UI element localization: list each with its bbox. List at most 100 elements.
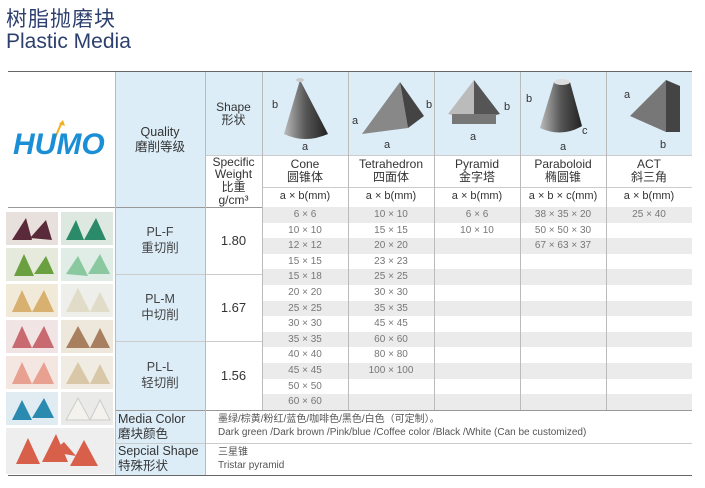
size-cell: 50 × 50 × 30: [534, 224, 592, 236]
shape-name-en: Cone: [290, 157, 320, 172]
table-row: 20 × 20 30 × 30: [262, 285, 692, 301]
divider: [434, 72, 435, 410]
svg-text:a: a: [384, 139, 391, 151]
humo-logo: HUMO: [8, 100, 108, 180]
sw-value: 1.67: [220, 299, 247, 315]
divider: [205, 155, 692, 156]
act-icon: ab: [624, 80, 680, 151]
quality-en: Quality: [140, 124, 180, 139]
table-row: 40 × 40 80 × 80: [262, 347, 692, 363]
svg-text:a: a: [302, 141, 309, 153]
size-cell: 60 × 60: [288, 396, 322, 408]
size-cell: 45 × 45: [374, 318, 408, 330]
bottom-rule: [8, 475, 692, 476]
shape-header: Shape 形状: [205, 72, 262, 155]
svg-text:b: b: [272, 99, 278, 111]
svg-text:b: b: [426, 99, 432, 111]
shape-name-cn: 四面体: [372, 170, 409, 184]
value-en: Tristar pyramid: [218, 459, 285, 471]
table-row: 10 × 10 15 × 15 10 × 10 50 × 50 × 30: [262, 223, 692, 239]
shape-name-cn: 圆锥体: [286, 170, 323, 184]
svg-text:a: a: [624, 89, 631, 101]
size-cell: 25 × 25: [288, 302, 322, 314]
shape-name-en: Tetrahedron: [358, 157, 424, 172]
divider: [205, 72, 206, 475]
media-photos: [6, 212, 114, 474]
quality-header: Quality 磨削等级: [115, 72, 205, 207]
size-cell: 67 × 63 × 37: [534, 240, 592, 252]
size-cell: 35 × 35: [288, 333, 322, 345]
size-cell: 6 × 6: [293, 209, 317, 220]
svg-text:a: a: [352, 115, 359, 127]
sw-en1: Specific: [212, 154, 255, 169]
shape-name-cn: 金字塔: [458, 170, 495, 184]
divider: [115, 410, 692, 411]
divider: [520, 72, 521, 410]
paraboloid-icon: b c a: [526, 79, 588, 153]
size-cell: 60 × 60: [374, 333, 408, 345]
table-row: 35 × 35 60 × 60: [262, 331, 692, 348]
grade-pl-m: PL-M 中切削: [115, 274, 205, 341]
table-row: 25 × 25 35 × 35: [262, 300, 692, 317]
shape-name-en: Paraboloid: [534, 157, 592, 172]
pyramid-icon: ba: [448, 80, 510, 143]
grade-code: PL-F: [146, 224, 174, 239]
size-cell: 25 × 25: [374, 271, 408, 283]
size-cell: 10 × 10: [288, 224, 322, 236]
shape-name-cn: 斜三角: [630, 170, 667, 184]
page-title-en: Plastic Media: [6, 30, 131, 53]
svg-text:a: a: [470, 131, 477, 143]
shape-name-en: ACT: [637, 157, 661, 172]
size-cell: 50 × 50: [288, 380, 322, 392]
page-title-cn: 树脂抛磨块: [6, 8, 116, 31]
svg-text:HUMO: HUMO: [13, 128, 105, 160]
grade-code: PL-L: [146, 359, 174, 374]
size-cell: 10 × 10: [460, 224, 494, 236]
size-cell: 12 × 12: [288, 240, 322, 252]
shape-name-act: ACT 斜三角: [606, 155, 692, 187]
grade-cn: 轻切削: [141, 375, 179, 390]
value-cn: 墨绿/棕黄/粉红/蓝色/咖啡色/黑色/白色（可定制）。: [218, 414, 440, 425]
quality-column-bg: [115, 72, 205, 410]
divider: [115, 443, 692, 444]
sw-value: 1.80: [220, 232, 247, 248]
special-shape-label: Sepcial Shape 特殊形状: [115, 443, 205, 475]
divider: [262, 187, 692, 188]
table-row: 12 × 12 20 × 20 67 × 63 × 37: [262, 238, 692, 254]
label-cn: 磨块颜色: [118, 426, 169, 441]
size-cell: 80 × 80: [374, 349, 408, 361]
table-row: 30 × 30 45 × 45: [262, 316, 692, 332]
sw-value: 1.56: [220, 367, 247, 383]
dimension-unit: a × b(mm): [623, 190, 675, 203]
size-cell: 10 × 10: [374, 209, 408, 220]
svg-text:a: a: [560, 141, 567, 153]
specific-weight-header: Specific Weight 比重 g/cm³: [205, 155, 262, 207]
shape-name-paraboloid: Paraboloid 椭圆锥: [520, 155, 606, 187]
tetrahedron-icon: a b a: [352, 82, 432, 151]
size-cell: 15 × 18: [288, 271, 322, 283]
grade-pl-l: PL-L 轻切削: [115, 341, 205, 410]
shape-name-en: Pyramid: [454, 157, 499, 172]
divider: [606, 72, 607, 410]
size-cell: 15 × 15: [288, 255, 322, 267]
size-cell: 25 × 40: [632, 209, 666, 220]
table-row: 6 × 6 10 × 10 6 × 6 38 × 35 × 20 25 × 40: [262, 207, 692, 223]
value-en: Dark green /Dark brown /Pink/blue /Coffe…: [218, 426, 587, 438]
dimension-unit: a × b(mm): [451, 190, 503, 203]
grade-code: PL-M: [145, 291, 175, 306]
divider: [262, 72, 263, 410]
shape-cn: 形状: [221, 112, 246, 127]
svg-text:b: b: [526, 93, 532, 105]
media-color-value: 墨绿/棕黄/粉红/蓝色/咖啡色/黑色/白色（可定制）。 Dark green /D…: [218, 414, 586, 439]
shape-name-tetrahedron: Tetrahedron 四面体: [348, 155, 434, 187]
quality-cn: 磨削等级: [134, 139, 185, 154]
sw-cn: 比重: [221, 180, 246, 194]
size-cell: 23 × 23: [374, 255, 408, 267]
size-cell: 30 × 30: [374, 287, 408, 298]
media-color-label: Media Color 磨块颜色: [115, 410, 205, 443]
grade-pl-f: PL-F 重切削: [115, 207, 205, 274]
divider: [115, 274, 262, 275]
svg-text:c: c: [582, 125, 588, 137]
sw-en2: Weight: [214, 167, 253, 182]
